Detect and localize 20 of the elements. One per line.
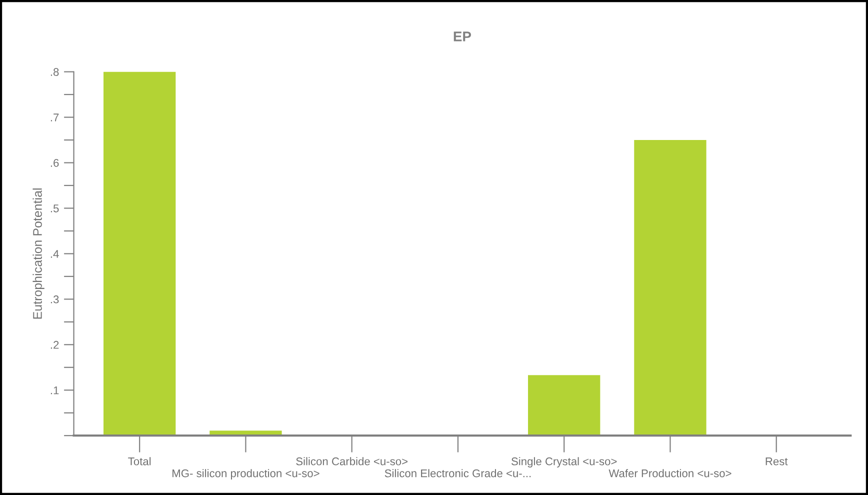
y-tick-label: .4 — [50, 250, 59, 258]
y-tick-label: .3 — [50, 295, 59, 304]
x-tick-label: Wafer Production <u-so> — [608, 469, 732, 478]
y-tick-label: .8 — [50, 68, 59, 76]
y-tick-label: .1 — [50, 386, 59, 394]
x-tick-label: Silicon Carbide <u-so> — [296, 457, 408, 466]
x-tick-label: Silicon Electronic Grade <u-... — [384, 469, 531, 478]
bar — [528, 375, 600, 436]
x-tick-label: Rest — [766, 458, 788, 466]
y-axis-title: Eutrophication Potential — [32, 188, 44, 319]
x-tick-label: MG- silicon production <u-so> — [172, 469, 320, 480]
bar — [634, 140, 706, 436]
x-tick-label: Single Crystal <u-so> — [511, 457, 617, 468]
y-tick-label: .6 — [50, 159, 59, 167]
y-tick-label: .2 — [50, 340, 59, 349]
x-tick-label: Total — [128, 457, 151, 466]
y-tick-label: .5 — [50, 204, 59, 212]
bar — [103, 72, 176, 436]
y-tick-label: .7 — [50, 114, 59, 122]
chart-title: EP — [454, 32, 471, 42]
